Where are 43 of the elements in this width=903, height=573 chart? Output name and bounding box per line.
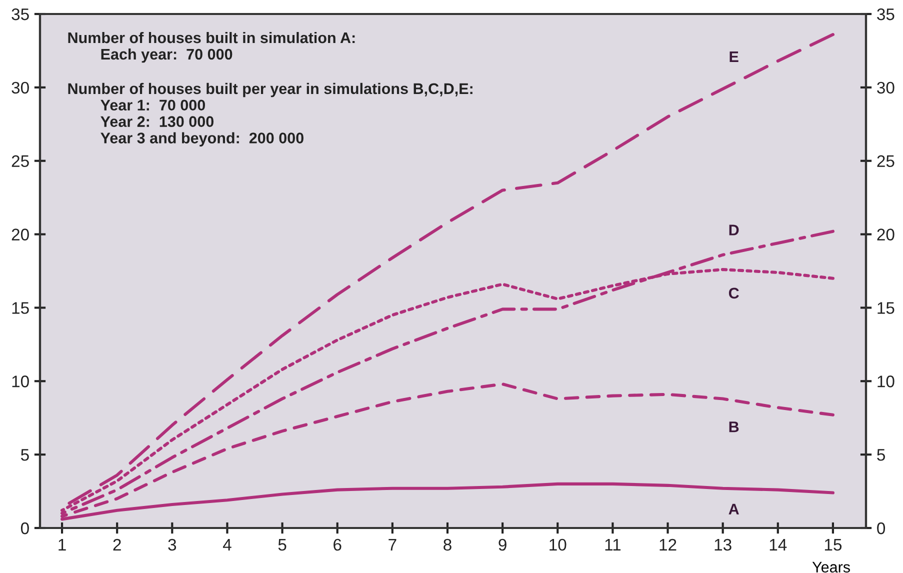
x-tick-label: 7 — [388, 539, 396, 550]
y-tick-label: 20 — [12, 228, 29, 240]
x-tick-label: 5 — [278, 539, 286, 551]
y2-tick-label: 10 — [878, 376, 894, 388]
x-tick-label: 3 — [168, 538, 176, 551]
y-tick-label: 25 — [12, 155, 29, 168]
y2-tick-label: 20 — [877, 228, 894, 240]
x-tick-label: 15 — [824, 539, 842, 551]
x-tick-label: 8 — [444, 538, 452, 551]
y2-tick-label: 35 — [877, 8, 894, 20]
y-tick-label: 0 — [20, 522, 29, 534]
x-tick-label: 13 — [714, 538, 732, 551]
y-tick-label: 30 — [12, 82, 29, 94]
y2-tick-label: 30 — [877, 82, 894, 94]
x-tick-label: 12 — [660, 538, 676, 550]
x-tick-label: 2 — [113, 538, 121, 550]
y-tick-label: 35 — [12, 8, 29, 20]
annotation: Number of houses built in simulation A: — [68, 32, 355, 44]
y-tick-label: 15 — [12, 302, 29, 314]
series-label: B — [729, 422, 739, 432]
x-tick-label: 11 — [605, 539, 621, 550]
y2-tick-label: 0 — [877, 522, 886, 534]
x-tick-label: 9 — [498, 538, 506, 551]
annotation: Year 3 and beyond: 200 000 — [100, 132, 304, 146]
y2-tick-label: 5 — [877, 449, 885, 461]
x-tick-label: 4 — [222, 539, 232, 550]
annotation: Year 1: 70 000 — [100, 100, 206, 111]
x-axis-title: Years — [812, 562, 850, 573]
series-label: D — [729, 224, 739, 236]
series-label: A — [728, 504, 739, 514]
annotation: Number of houses built per year in simulations B,C,D,E: — [68, 82, 472, 98]
y-tick-label: 5 — [20, 449, 29, 461]
x-tick-label: 6 — [334, 538, 342, 551]
annotation: Year 2: 130 000 — [100, 116, 214, 128]
x-tick-label: 10 — [550, 538, 566, 551]
annotation: Each year: 70 000 — [101, 48, 232, 63]
series-label: C — [728, 288, 739, 299]
y-tick-label: 10 — [12, 376, 29, 388]
y2-tick-label: 15 — [878, 302, 894, 314]
series-label: E — [730, 51, 738, 62]
x-tick-label: 14 — [770, 539, 787, 550]
x-tick-label: 1 — [58, 539, 66, 550]
y2-tick-label: 25 — [877, 155, 894, 168]
